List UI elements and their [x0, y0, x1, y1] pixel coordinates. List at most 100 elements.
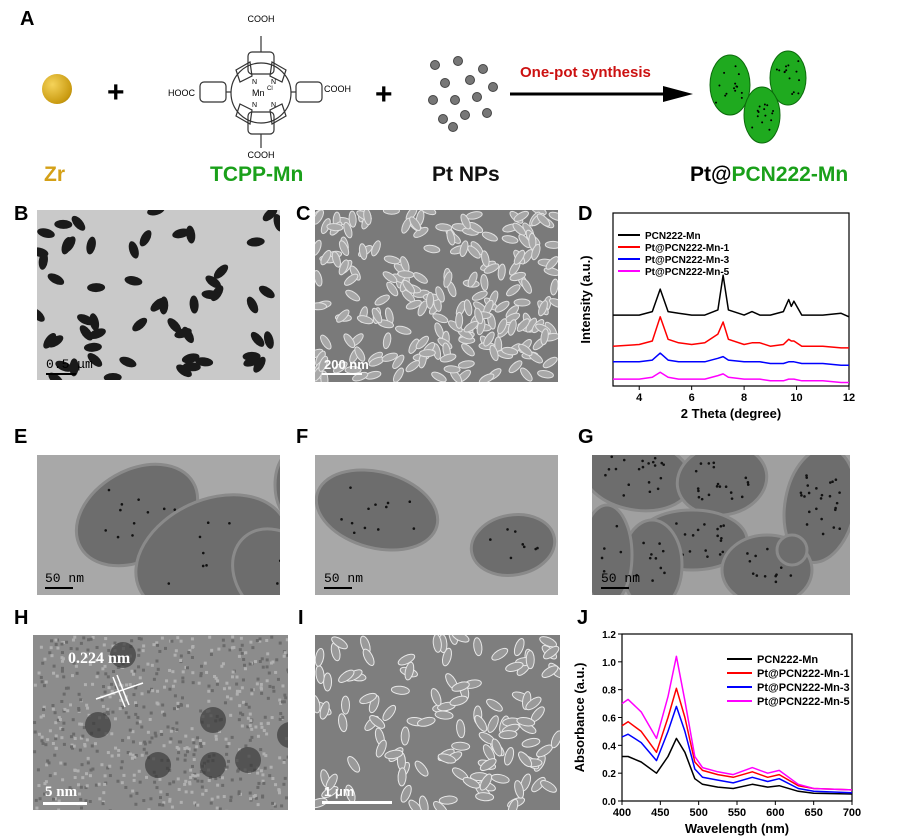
particle	[491, 647, 509, 661]
series-line-4	[613, 371, 849, 384]
panel-label-h: H	[14, 607, 29, 629]
pt-dot	[619, 550, 623, 554]
pt-dot	[715, 485, 719, 488]
particle	[263, 331, 274, 349]
legend-label: Pt@PCN222-Mn-3	[757, 682, 850, 694]
particle	[397, 767, 407, 787]
particle	[486, 698, 503, 712]
particle	[481, 250, 490, 268]
pt-dot	[820, 493, 824, 497]
pt-dot	[173, 508, 177, 512]
pt-particle	[460, 110, 470, 120]
y-tick-label: 0.6	[602, 714, 616, 725]
pt-dot	[712, 461, 716, 465]
x-tick-label: 550	[728, 807, 746, 819]
particle	[176, 364, 192, 378]
particle	[386, 281, 399, 297]
pt-particle	[438, 114, 448, 124]
lattice-fringe-marker	[95, 674, 144, 708]
particle	[461, 343, 475, 357]
pt-dot	[412, 527, 416, 530]
legend-label: Pt@PCN222-Mn-5	[645, 267, 730, 278]
particle	[371, 307, 383, 324]
tem-image-e	[37, 455, 280, 595]
pt-particle	[450, 95, 460, 105]
pt-dot	[651, 460, 655, 464]
particle	[513, 249, 526, 265]
particle	[443, 271, 453, 288]
tcpp-mn-label: TCPP-Mn	[210, 163, 304, 186]
particle	[498, 730, 518, 740]
particle	[381, 352, 398, 362]
pt-dot	[754, 554, 757, 558]
particle	[79, 325, 93, 341]
mof-particle	[469, 513, 557, 577]
panel-label-d: D	[578, 203, 593, 225]
particle	[315, 239, 322, 256]
particle	[323, 672, 333, 692]
pt-dot	[374, 503, 377, 506]
particle	[83, 342, 102, 352]
particle	[347, 755, 361, 773]
pt-dot	[740, 495, 744, 499]
pt-dot	[641, 459, 644, 463]
particle	[521, 278, 533, 294]
particle	[434, 710, 454, 720]
particle	[435, 223, 453, 232]
particle	[405, 360, 421, 373]
particle	[537, 369, 554, 379]
pt-dot	[675, 522, 678, 525]
pt-dot	[146, 510, 150, 514]
particle	[320, 334, 332, 350]
pt-dot	[740, 91, 743, 94]
pt-pcn222-mn-particles	[709, 50, 807, 144]
pt-dot	[131, 534, 134, 537]
particle	[481, 231, 498, 242]
pt-dot	[228, 521, 231, 525]
particle	[501, 235, 519, 244]
particle	[480, 273, 489, 291]
pt-dot	[350, 521, 354, 525]
panel-label-c: C	[296, 203, 311, 225]
pt-dot	[603, 547, 606, 550]
plus-sign: +	[107, 76, 125, 109]
pt-dot	[744, 476, 748, 480]
pt-particle	[428, 95, 438, 105]
particle	[69, 358, 79, 377]
particle	[318, 355, 329, 372]
pt-dot	[367, 507, 370, 511]
pt-dot	[697, 495, 701, 499]
particle	[338, 240, 350, 257]
pt-dot	[838, 491, 841, 494]
pt-dot	[766, 104, 769, 107]
pt-dot	[604, 473, 607, 477]
particle	[413, 272, 428, 284]
x-tick-label: 450	[651, 807, 669, 819]
pt-dot	[807, 510, 811, 514]
particle	[37, 308, 45, 322]
pt-dot	[352, 531, 356, 535]
mof-particle	[315, 468, 440, 552]
cooh-bottom: COOH	[248, 150, 275, 160]
pt-dot	[654, 557, 658, 560]
series-line-3	[621, 705, 853, 794]
pt-dot	[107, 488, 111, 492]
particle	[542, 356, 558, 369]
pt-dot	[771, 112, 774, 115]
pt-dot	[522, 545, 526, 549]
xrd-chart-d: 4 6 8 10 12 2 Theta (degree) Intensity (a.u.) P…	[578, 212, 855, 421]
scale-bar-e: 50 nm	[45, 571, 85, 586]
pt-dot	[385, 505, 388, 509]
product-prefix: Pt@	[690, 163, 732, 186]
particle	[549, 298, 558, 309]
pt-dot	[721, 550, 725, 554]
x-axis-label: 2 Theta (degree)	[681, 406, 781, 421]
pt-dot	[789, 574, 793, 577]
particle	[451, 741, 471, 751]
pt-dot	[763, 103, 766, 106]
pt-dot	[838, 527, 842, 531]
pt-dot	[775, 573, 778, 576]
reaction-arrow	[510, 86, 693, 102]
particle	[87, 353, 103, 367]
particle	[253, 356, 266, 373]
